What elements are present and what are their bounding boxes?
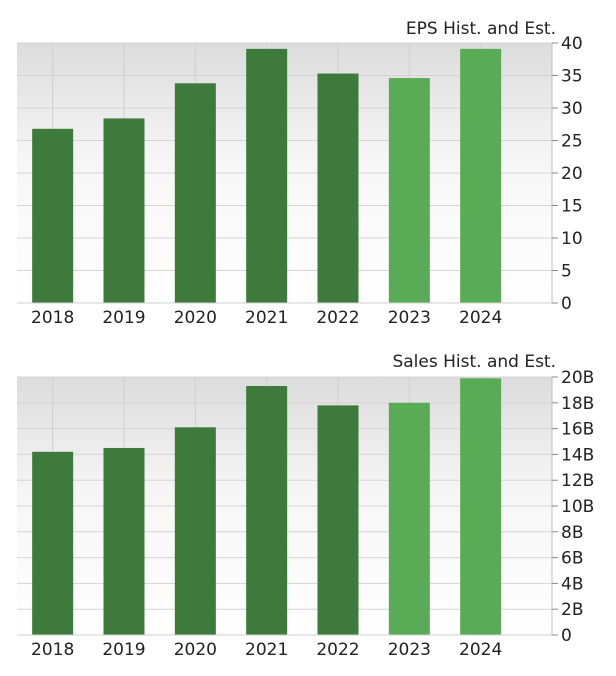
x-tick-label: 2018 (31, 640, 74, 660)
x-tick-label: 2023 (388, 308, 431, 328)
y-tick-label: 0 (561, 626, 572, 646)
bar-2022 (317, 73, 359, 303)
y-tick-label: 16B (561, 420, 594, 440)
y-tick-label: 25 (561, 132, 583, 152)
x-tick-label: 2018 (31, 308, 74, 328)
y-tick-label: 35 (561, 67, 583, 87)
x-tick-label: 2024 (459, 308, 502, 328)
bar-2018 (32, 128, 74, 303)
bar-2023 (388, 402, 430, 635)
bar-2020 (174, 427, 216, 635)
bar-2020 (174, 83, 216, 303)
y-tick-label: 2B (561, 600, 583, 620)
y-tick-label: 14B (561, 445, 594, 465)
x-tick-label: 2021 (245, 308, 288, 328)
y-tick-label: 8B (561, 523, 583, 543)
y-tick-label: 12B (561, 471, 594, 491)
x-tick-label: 2019 (102, 308, 145, 328)
y-tick-label: 4B (561, 574, 583, 594)
x-tick-label: 2022 (316, 308, 359, 328)
bar-2024 (460, 48, 502, 303)
x-tick-label: 2020 (174, 308, 217, 328)
y-tick-label: 30 (561, 99, 583, 119)
y-tick-label: 0 (561, 294, 572, 314)
y-tick-label: 20 (561, 164, 583, 184)
x-tick-label: 2024 (459, 640, 502, 660)
bar-2024 (460, 378, 502, 635)
x-tick-label: 2020 (174, 640, 217, 660)
bar-2023 (388, 78, 430, 303)
y-tick-label: 5 (561, 262, 572, 282)
x-tick-label: 2022 (316, 640, 359, 660)
y-tick-label: 18B (561, 394, 594, 414)
chart-title: Sales Hist. and Est. (392, 352, 556, 372)
bar-2019 (103, 118, 145, 304)
x-tick-label: 2023 (388, 640, 431, 660)
y-tick-label: 6B (561, 549, 583, 569)
bar-2021 (246, 48, 288, 303)
bar-2018 (32, 451, 74, 635)
y-tick-label: 10B (561, 497, 594, 517)
bar-2019 (103, 447, 145, 635)
bar-2022 (317, 405, 359, 635)
y-tick-label: 10 (561, 229, 583, 249)
bar-2021 (246, 386, 288, 635)
y-tick-label: 15 (561, 197, 583, 217)
x-tick-label: 2019 (102, 640, 145, 660)
chart-title: EPS Hist. and Est. (406, 19, 556, 39)
x-tick-label: 2021 (245, 640, 288, 660)
y-tick-label: 20B (561, 368, 594, 388)
y-tick-label: 40 (561, 34, 583, 54)
